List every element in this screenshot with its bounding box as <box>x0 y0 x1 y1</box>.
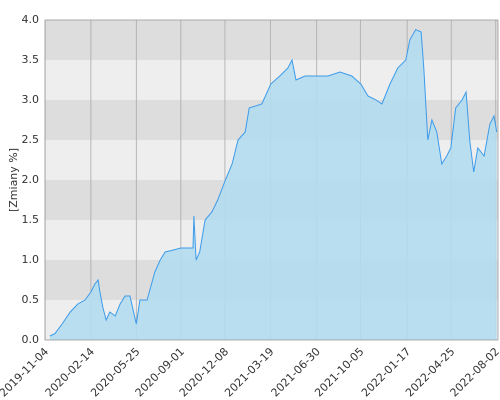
plot-frame <box>44 19 499 341</box>
y-axis-label: [Zmiany %] <box>7 148 20 212</box>
line <box>49 28 498 337</box>
grid-band <box>45 20 498 60</box>
y-tick-label: 3.0 <box>22 93 40 106</box>
y-tick-label: 0.5 <box>22 293 40 306</box>
y-tick-label: 1.5 <box>22 213 40 226</box>
y-tick-label: 4.0 <box>22 13 40 26</box>
y-tick-label: 2.5 <box>22 133 40 146</box>
y-tick-label: 3.5 <box>22 53 40 66</box>
y-tick-label: 1.0 <box>22 253 40 266</box>
area <box>49 29 497 340</box>
y-tick-label: 2.0 <box>22 173 40 186</box>
y-tick-label: 0.0 <box>22 333 40 346</box>
